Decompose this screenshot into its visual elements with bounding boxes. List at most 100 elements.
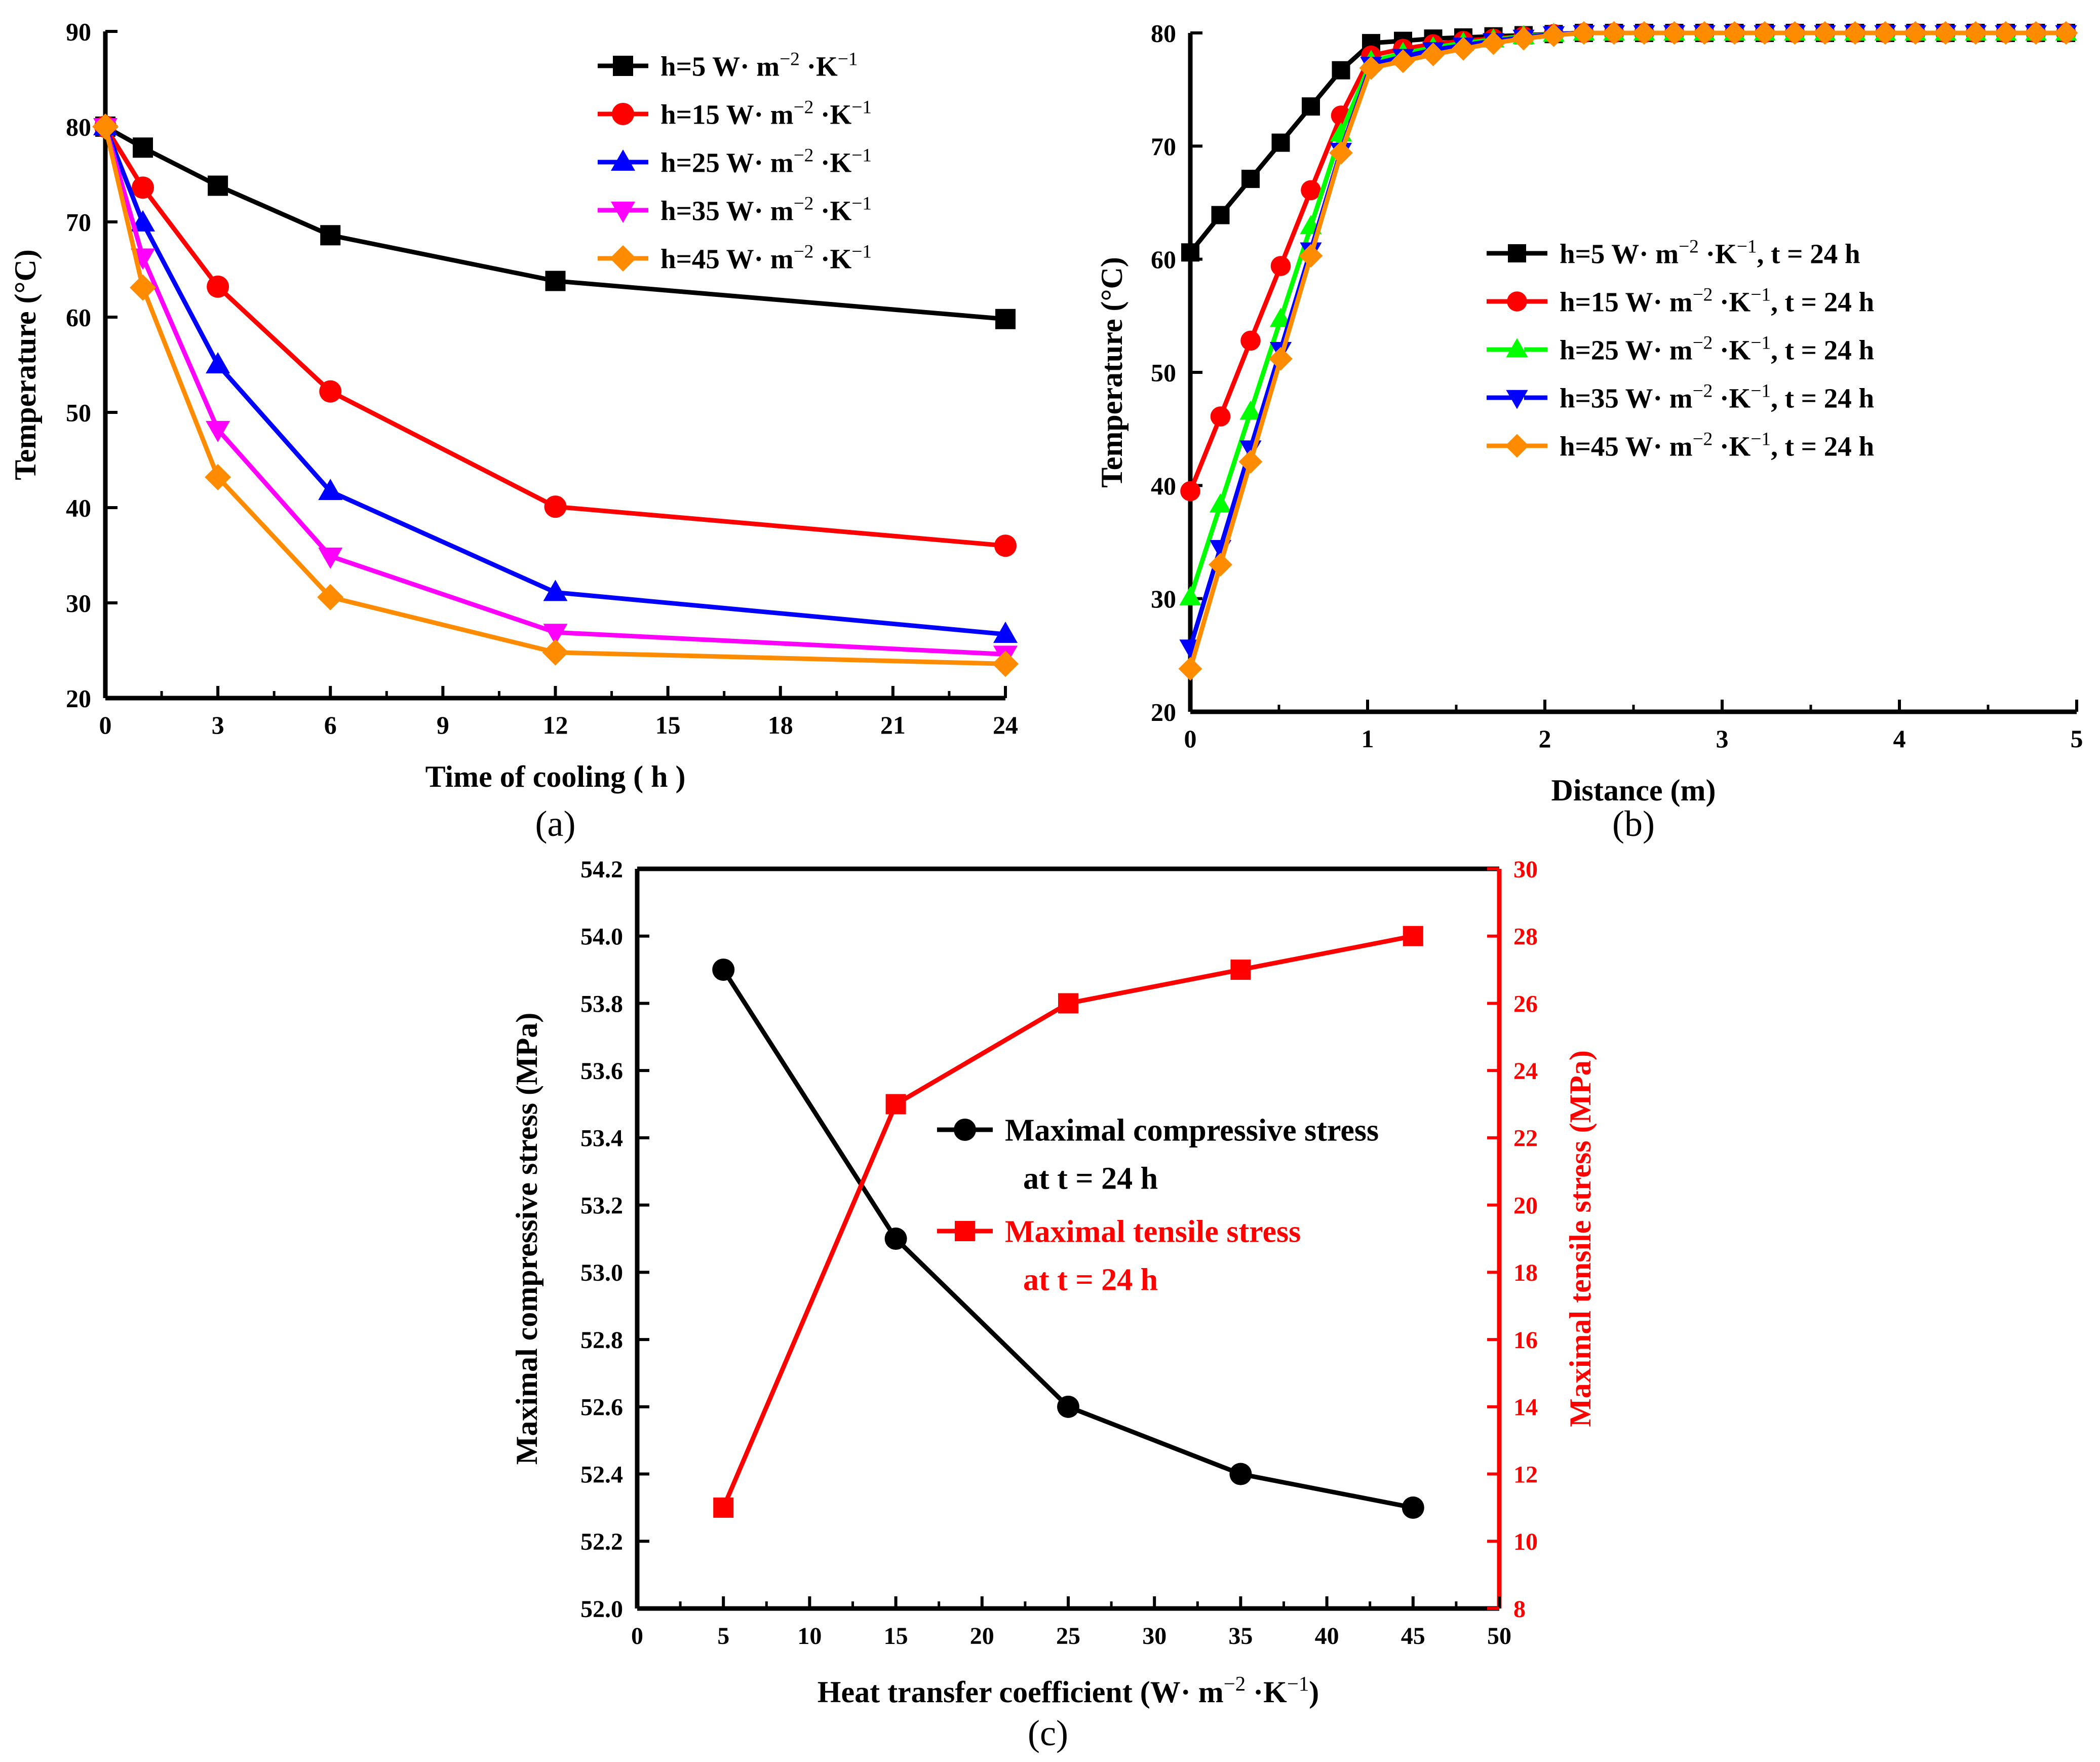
data-point xyxy=(1209,493,1232,513)
x-tick-label: 12 xyxy=(543,711,568,739)
y-axis-label: Temperature (°C) xyxy=(9,249,42,480)
x-tick-label: 15 xyxy=(884,1623,908,1650)
series-line xyxy=(103,126,1006,637)
y-tick-label: 52.8 xyxy=(580,1327,623,1354)
data-point xyxy=(2054,21,2078,45)
data-point xyxy=(994,534,1017,557)
y-right-tick-label: 28 xyxy=(1513,924,1538,950)
data-point xyxy=(1211,206,1230,224)
legend-marker xyxy=(954,1119,976,1141)
data-point xyxy=(543,580,568,601)
y-tick-label: 50 xyxy=(1151,359,1176,387)
y-right-tick-label: 20 xyxy=(1513,1192,1538,1219)
data-point xyxy=(131,210,155,232)
data-point xyxy=(1994,21,2018,45)
data-point xyxy=(319,380,342,403)
chart-panel-b: 0 1 2 3 4 5 20 30 40 50 60 70 80 Distance (m) Temperat… xyxy=(1095,19,2083,845)
y-tick-label: 20 xyxy=(66,684,91,713)
y-tick-label: 30 xyxy=(1151,585,1176,613)
data-point xyxy=(208,175,228,196)
data-point xyxy=(1451,36,1475,61)
data-point xyxy=(1178,657,1202,681)
y-right-tick-label: 30 xyxy=(1513,856,1538,883)
data-point xyxy=(885,1094,906,1115)
x-tick-label: 30 xyxy=(1142,1623,1166,1650)
chart-panel-c: 0 5 10 15 20 25 30 35 40 45 50 52.0 52.2 52.4 52.6 52.8… xyxy=(510,856,1597,1753)
y-tick-label: 70 xyxy=(66,208,91,237)
x-tick-label: 1 xyxy=(1362,724,1374,753)
data-point xyxy=(1270,256,1291,276)
x-tick-label: 10 xyxy=(797,1623,822,1650)
data-point xyxy=(1180,481,1200,502)
legend-label-line2: at t = 24 h xyxy=(1023,1263,1158,1297)
data-point xyxy=(1301,180,1321,201)
data-point xyxy=(318,479,343,501)
y-tick-label: 20 xyxy=(1151,698,1176,726)
data-point xyxy=(2024,21,2048,45)
data-point xyxy=(1964,21,1988,45)
data-point xyxy=(1783,21,1807,45)
legend-label: h=35 W· m−2 ·K−1 xyxy=(660,193,872,226)
data-point xyxy=(713,1497,734,1518)
data-point xyxy=(1271,133,1290,152)
legend-label: h=25 W· m−2 ·K−1 xyxy=(660,145,872,178)
x-tick-label: 18 xyxy=(768,711,793,739)
y-tick-label: 30 xyxy=(66,589,91,618)
data-point xyxy=(1421,43,1445,66)
data-point xyxy=(993,622,1018,643)
data-point xyxy=(992,650,1019,677)
data-point xyxy=(1299,244,1323,268)
legend-marker xyxy=(1507,291,1527,312)
data-point xyxy=(1723,21,1746,45)
y-tick-label: 80 xyxy=(1151,19,1176,48)
data-point xyxy=(1482,31,1505,55)
data-point xyxy=(1179,586,1201,605)
data-point xyxy=(318,547,343,569)
data-point xyxy=(995,309,1016,329)
legend-label: Maximal tensile stress xyxy=(1005,1215,1301,1249)
y-tick-label: 53.8 xyxy=(580,990,623,1017)
data-point xyxy=(1238,450,1263,474)
data-point xyxy=(1632,21,1656,45)
y-tick-label: 60 xyxy=(66,303,91,332)
y-tick-label: 50 xyxy=(66,399,91,427)
legend-marker xyxy=(1506,390,1528,409)
data-point xyxy=(884,1228,907,1250)
x-tick-label: 0 xyxy=(99,711,112,739)
x-axis-label: Time of cooling ( h ) xyxy=(425,760,686,793)
data-point xyxy=(207,275,229,298)
y-tick-label: 60 xyxy=(1151,245,1176,274)
y-tick-label: 54.0 xyxy=(580,924,623,950)
y-tick-label: 54.2 xyxy=(580,856,623,883)
data-point xyxy=(712,959,735,981)
x-tick-label: 3 xyxy=(1716,724,1729,753)
data-point xyxy=(132,176,154,199)
y-tick-label: 53.0 xyxy=(580,1259,623,1286)
data-point xyxy=(1843,21,1867,45)
y-tick-label: 90 xyxy=(66,18,91,46)
legend-label: h=5 W· m−2 ·K−1, t = 24 h xyxy=(1560,236,1860,269)
panel-label: (c) xyxy=(1028,1713,1068,1753)
x-tick-label: 2 xyxy=(1539,724,1551,753)
data-point xyxy=(1230,960,1251,980)
y-right-tick-label: 16 xyxy=(1513,1327,1538,1354)
legend-marker xyxy=(610,245,636,272)
series-line xyxy=(103,126,1006,666)
data-point xyxy=(92,113,119,140)
data-point xyxy=(1239,400,1262,420)
x-tick-label: 0 xyxy=(631,1623,643,1650)
y-tick-label: 52.4 xyxy=(580,1461,623,1488)
data-point xyxy=(130,274,157,301)
series-line xyxy=(103,125,1006,548)
x-tick-label: 50 xyxy=(1487,1623,1511,1650)
data-point xyxy=(1332,61,1350,80)
legend-label: h=25 W· m−2 ·K−1, t = 24 h xyxy=(1560,332,1874,365)
y-right-tick-label: 14 xyxy=(1513,1394,1538,1421)
y-tick-label: 52.0 xyxy=(580,1596,623,1623)
y-right-tick-label: 12 xyxy=(1513,1461,1538,1488)
data-point xyxy=(1542,23,1566,47)
data-point xyxy=(1302,97,1320,116)
data-point xyxy=(1903,21,1927,45)
y-axis-label: Temperature (°C) xyxy=(1095,257,1129,488)
data-point xyxy=(1269,308,1292,327)
